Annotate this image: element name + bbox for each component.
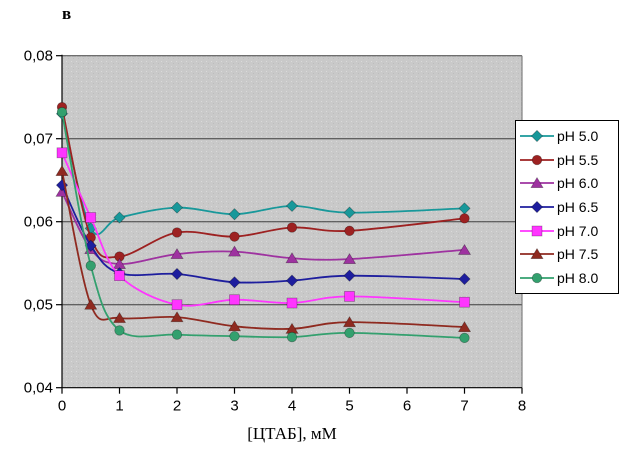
marker-triangle-icon xyxy=(170,311,184,323)
marker-square-icon xyxy=(344,291,355,302)
marker-circle-icon xyxy=(229,231,240,242)
legend-label: pH 6.5 xyxy=(557,198,599,215)
marker-triangle-icon xyxy=(457,243,472,255)
marker-triangle-icon xyxy=(170,247,184,260)
legend-entry-ph-6-5: pH 6.5 xyxy=(520,196,618,218)
legend-marker-icon xyxy=(520,129,554,142)
marker-diamond-icon xyxy=(113,211,126,224)
legend-label: pH 7.5 xyxy=(557,246,599,263)
legend-marker-icon xyxy=(520,177,554,189)
y-tick-label: 0,05 xyxy=(24,297,53,314)
legend-marker-icon xyxy=(520,200,554,214)
marker-circle-icon xyxy=(459,332,470,344)
marker-circle-icon xyxy=(459,213,470,224)
legend-label: pH 8.0 xyxy=(557,270,599,287)
x-tick-label: 8 xyxy=(518,398,526,415)
legend-label: pH 7.0 xyxy=(557,222,599,239)
legend-entry-ph-5-5: pH 5.5 xyxy=(520,149,618,171)
legend-label: pH 5.0 xyxy=(557,127,599,144)
marker-triangle-icon xyxy=(112,311,127,323)
legend-marker-icon xyxy=(520,248,554,260)
legend-marker-icon xyxy=(520,225,554,237)
marker-circle-icon xyxy=(56,106,68,118)
legend-entry-ph-7-5: pH 7.5 xyxy=(520,243,618,265)
x-axis-title: [ЦТАБ], мМ xyxy=(247,424,337,443)
marker-triangle-icon xyxy=(227,320,242,332)
marker-circle-icon xyxy=(531,272,543,284)
x-tick-label: 5 xyxy=(345,398,353,415)
marker-circle-icon xyxy=(344,225,355,236)
legend-entry-ph-8-0: pH 8.0 xyxy=(520,267,618,289)
marker-circle-icon xyxy=(85,260,96,271)
marker-diamond-icon xyxy=(170,201,184,214)
marker-square-icon xyxy=(286,297,298,309)
x-tick-label: 3 xyxy=(230,398,238,415)
marker-triangle-icon xyxy=(530,177,544,189)
marker-circle-icon xyxy=(114,325,125,336)
marker-diamond-icon xyxy=(228,276,241,289)
panel-label: в xyxy=(62,4,72,23)
legend-label: pH 5.5 xyxy=(557,151,599,168)
marker-square-icon xyxy=(171,299,183,311)
marker-diamond-icon xyxy=(170,267,184,281)
marker-square-icon xyxy=(114,270,125,281)
marker-triangle-icon xyxy=(342,316,357,328)
marker-circle-icon xyxy=(286,222,298,233)
marker-square-icon xyxy=(459,296,470,308)
marker-triangle-icon xyxy=(342,252,357,264)
marker-triangle-icon xyxy=(227,245,242,257)
legend-label: pH 6.0 xyxy=(557,175,599,192)
marker-triangle-icon xyxy=(55,164,69,177)
marker-diamond-icon xyxy=(228,208,241,221)
marker-circle-icon xyxy=(229,331,240,342)
x-tick-label: 6 xyxy=(403,398,411,415)
marker-circle-icon xyxy=(531,154,543,165)
x-tick-label: 2 xyxy=(173,398,181,415)
series-ph-6-0 xyxy=(55,185,472,269)
marker-diamond-icon xyxy=(285,199,299,213)
marker-square-icon xyxy=(56,147,68,159)
marker-triangle-icon xyxy=(285,252,299,264)
legend-marker-icon xyxy=(520,272,554,284)
x-tick-label: 0 xyxy=(58,398,66,415)
y-tick-label: 0,06 xyxy=(24,214,53,231)
legend-entry-ph-5-0: pH 5.0 xyxy=(520,125,618,147)
legend-marker-icon xyxy=(520,154,554,165)
marker-square-icon xyxy=(531,225,543,237)
marker-diamond-icon xyxy=(84,239,97,252)
marker-diamond-icon xyxy=(458,272,471,286)
y-tick-label: 0,07 xyxy=(24,131,53,148)
y-tick-label: 0,08 xyxy=(24,48,53,65)
marker-circle-icon xyxy=(171,227,183,238)
legend-entry-ph-6-0: pH 6.0 xyxy=(520,172,618,194)
marker-circle-icon xyxy=(344,327,355,339)
series-ph-7-0 xyxy=(56,147,470,311)
series-ph-8-0 xyxy=(56,106,470,344)
legend: pH 5.0 pH 5.5 pH 6.0 pH 6.5 pH 7.0 pH 7.… xyxy=(515,120,619,294)
marker-square-icon xyxy=(229,294,240,306)
x-tick-label: 7 xyxy=(460,398,468,415)
marker-square-icon xyxy=(85,212,97,223)
marker-triangle-icon xyxy=(457,321,472,333)
marker-circle-icon xyxy=(171,329,183,340)
y-tick-label: 0,04 xyxy=(24,380,53,397)
marker-circle-icon xyxy=(286,331,298,343)
marker-diamond-icon xyxy=(343,269,356,282)
marker-diamond-icon xyxy=(530,129,544,142)
legend-entry-ph-7-0: pH 7.0 xyxy=(520,220,618,242)
marker-diamond-icon xyxy=(343,206,356,219)
marker-diamond-icon xyxy=(530,200,544,214)
marker-diamond-icon xyxy=(285,274,299,287)
x-tick-label: 4 xyxy=(288,398,296,415)
x-tick-label: 1 xyxy=(115,398,123,415)
marker-triangle-icon xyxy=(530,248,544,260)
marker-triangle-icon xyxy=(84,298,98,310)
